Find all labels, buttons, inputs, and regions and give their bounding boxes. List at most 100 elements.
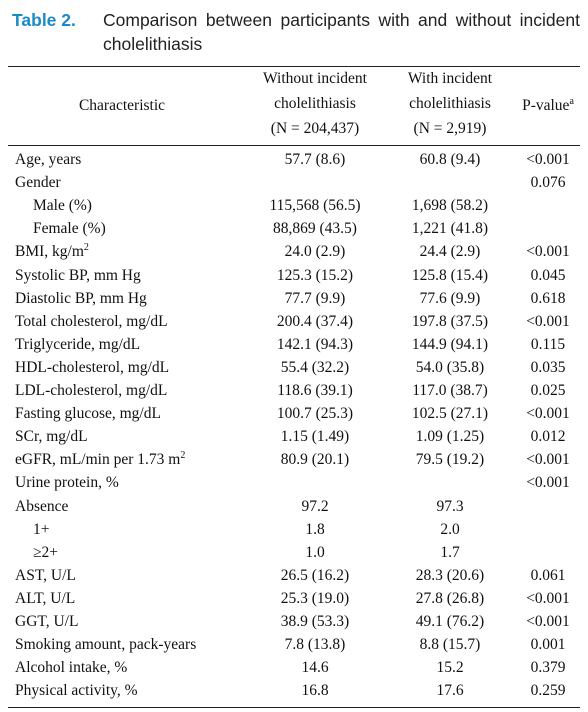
row-label: AST, U/L (15, 566, 76, 586)
row-label: Male (%) (33, 196, 92, 216)
cell: <0.001 (526, 589, 570, 609)
cell-value: <0.001 (526, 405, 570, 423)
cell-value: 0.025 (530, 382, 566, 399)
cell-value: 2.0 (440, 520, 460, 538)
row-label-text: Total cholesterol, mg/dL (15, 312, 168, 330)
cell: 8.8 (15.7) (420, 635, 481, 655)
column-header-text: Without incident (263, 70, 367, 87)
row-label: Urine protein, % (15, 473, 119, 493)
cell: <0.001 (526, 612, 570, 632)
cell-value: 25.3 (19.0) (280, 589, 350, 607)
cell-value: 144.9 (94.1) (411, 335, 489, 353)
cell-value: <0.001 (526, 312, 570, 330)
column-header: cholelithiasis (274, 94, 356, 114)
row-label: Physical activity, % (15, 681, 138, 701)
cell: 24.0 (2.9) (285, 242, 346, 262)
cell-value: 125.8 (15.4) (411, 266, 489, 284)
cell: 38.9 (53.3) (281, 612, 349, 632)
cell-value: 115,568 (56.5) (269, 197, 361, 215)
cell: 117.0 (38.7) (412, 381, 488, 401)
cell: 26.5 (16.2) (281, 566, 349, 586)
cell: 0.076 (531, 173, 566, 193)
cell: 125.3 (15.2) (277, 266, 353, 286)
cell-value: 0.076 (530, 174, 566, 192)
cell-value: 0.045 (530, 266, 566, 284)
cell: 0.115 (531, 335, 565, 355)
row-label-text: ≥2+ (33, 543, 58, 561)
cell: 80.9 (20.1) (281, 450, 349, 470)
cell: 102.5 (27.1) (412, 404, 488, 424)
cell: 1.09 (1.25) (416, 427, 484, 447)
cell: 0.259 (531, 681, 566, 701)
cell-value: <0.001 (526, 151, 570, 168)
cell-value: 1.0 (305, 543, 325, 561)
cell: 54.0 (35.8) (416, 358, 484, 378)
row-label-text: Gender (15, 174, 61, 192)
cell-value: 17.6 (436, 682, 464, 700)
row-label-text: eGFR, mL/min per 1.73 m (15, 451, 181, 469)
cell-value: 80.9 (20.1) (280, 451, 350, 469)
cell-value: <0.001 (526, 243, 570, 261)
cell: 77.7 (9.9) (285, 289, 346, 309)
cell: 25.3 (19.0) (281, 589, 349, 609)
cell: 100.7 (25.3) (277, 404, 353, 424)
cell-value: 60.8 (9.4) (419, 151, 481, 168)
cell: <0.001 (526, 404, 570, 424)
cell-value: 0.618 (530, 289, 566, 307)
cell-value: 118.6 (39.1) (277, 382, 353, 399)
cell-value: 197.8 (37.5) (411, 312, 489, 330)
cell-value: 0.001 (530, 636, 566, 654)
row-label-text: Fasting glucose, mg/dL (15, 405, 161, 423)
cell: <0.001 (526, 450, 570, 470)
cell: 16.8 (301, 681, 328, 701)
cell-value: 8.8 (15.7) (419, 636, 481, 654)
column-header: (N = 2,919) (414, 119, 487, 139)
cell: <0.001 (526, 312, 570, 332)
cell-value: 88,869 (43.5) (273, 220, 357, 238)
cell: <0.001 (526, 242, 570, 262)
cell: 0.045 (531, 266, 566, 286)
row-label: BMI, kg/m2 (15, 242, 89, 262)
cell: 60.8 (9.4) (420, 150, 481, 170)
cell-value: 1.8 (305, 520, 325, 538)
row-label-text: Male (%) (33, 197, 92, 215)
cell-value: 79.5 (19.2) (415, 451, 485, 469)
row-label: LDL-cholesterol, mg/dL (15, 381, 167, 401)
cell: 1.7 (440, 543, 459, 563)
cell: 7.8 (13.8) (285, 635, 346, 655)
row-label: Age, years (15, 150, 81, 170)
cell-value: 0.061 (530, 566, 566, 584)
column-header: Characteristic (79, 96, 165, 116)
rule (8, 66, 580, 67)
cell: 142.1 (94.3) (277, 335, 353, 355)
row-label-text: Physical activity, % (15, 682, 138, 700)
cell: 1,221 (41.8) (412, 219, 488, 239)
row-label-text: Triglyceride, mg/dL (15, 335, 141, 353)
cell: 77.6 (9.9) (420, 289, 481, 309)
cell-value: <0.001 (526, 451, 570, 469)
cell: <0.001 (526, 473, 570, 493)
row-label: Gender (15, 173, 61, 193)
cell-value: 117.0 (38.7) (412, 382, 488, 399)
cell-value: 102.5 (27.1) (411, 405, 489, 423)
column-header: (N = 204,437) (271, 119, 359, 139)
cell-value: 1.7 (440, 543, 460, 561)
cell: 17.6 (436, 681, 463, 701)
row-label: GGT, U/L (15, 612, 78, 632)
cell-value: 77.7 (9.9) (284, 289, 346, 307)
row-label: Triglyceride, mg/dL (15, 335, 140, 355)
table-caption: Table 2. Comparison between participants… (12, 8, 580, 56)
cell: 0.618 (531, 289, 566, 309)
cell: 118.6 (39.1) (277, 381, 353, 401)
cell: 0.035 (531, 358, 566, 378)
cell-value: 0.379 (530, 659, 566, 677)
column-header-text: (N = 204,437) (270, 120, 360, 137)
cell: 1.8 (305, 520, 324, 540)
cell: 57.7 (8.6) (285, 150, 346, 170)
cell-value: <0.001 (526, 613, 570, 630)
cell-value: 125.3 (15.2) (276, 266, 354, 284)
cell-value: 16.8 (301, 682, 329, 700)
cell: 0.379 (531, 658, 566, 678)
cell-value: <0.001 (526, 589, 570, 607)
